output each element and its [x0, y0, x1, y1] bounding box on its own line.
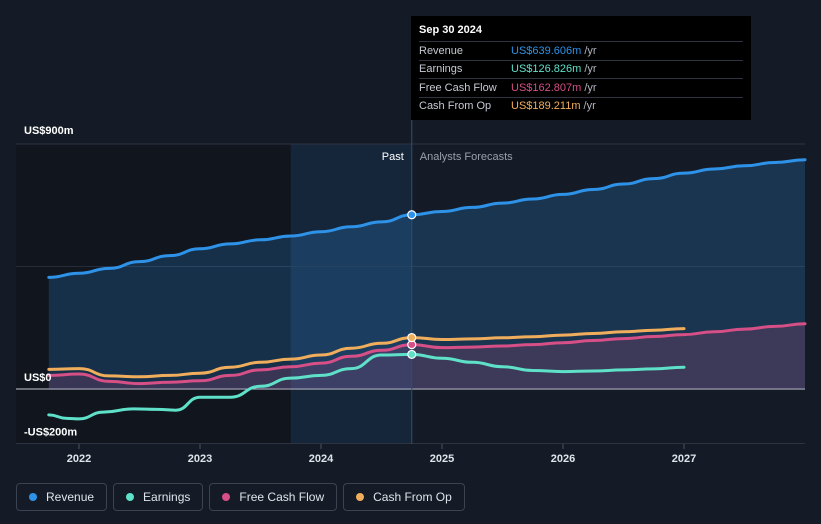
tooltip-row-free-cash-flow: Free Cash Flow US$162.807m /yr [419, 78, 743, 97]
tooltip-name: Free Cash Flow [419, 81, 497, 94]
legend-item-revenue[interactable]: Revenue [16, 483, 108, 511]
forecast-label: Analysts Forecasts [420, 151, 513, 163]
marker-earnings [407, 349, 417, 360]
legend-item-earnings[interactable]: Earnings [113, 483, 204, 511]
y-tick-label: -US$200m [24, 426, 77, 438]
legend-dot-icon [222, 493, 231, 501]
tooltip-value: US$126.826m [511, 63, 582, 76]
y-tick-label: US$0 [24, 372, 52, 384]
tooltip-row-earnings: Earnings US$126.826m /yr [419, 59, 743, 79]
x-tick-label: 2026 [551, 453, 575, 465]
tooltip-value: US$162.807m [511, 81, 582, 94]
x-tick-label: 2027 [672, 453, 696, 465]
line-earnings [47, 352, 686, 421]
tooltip-unit: /yr [584, 63, 597, 76]
tooltip-name: Revenue [419, 44, 464, 57]
tooltip-date: Sep 30 2024 [419, 24, 482, 36]
legend-dot-icon [356, 493, 365, 501]
legend: Revenue Earnings Free Cash Flow Cash Fro… [16, 483, 465, 511]
legend-item-free-cash-flow[interactable]: Free Cash Flow [209, 483, 338, 511]
line-revenue [47, 158, 807, 279]
x-tick-label: 2023 [188, 453, 212, 465]
tooltip-unit: /yr [583, 100, 596, 113]
line-free-cash-flow [47, 322, 807, 386]
tooltip-row-revenue: Revenue US$639.606m /yr [419, 41, 743, 60]
x-tick-label: 2025 [430, 453, 454, 465]
tooltip: Sep 30 2024 Revenue US$639.606m /yr Earn… [411, 16, 751, 120]
tooltip-value: US$639.606m [511, 44, 582, 57]
y-tick-label: US$900m [24, 125, 74, 137]
legend-label: Cash From Op [373, 490, 452, 504]
past-label: Past [382, 151, 404, 163]
legend-item-cash-from-op[interactable]: Cash From Op [343, 483, 465, 511]
tooltip-unit: /yr [584, 81, 597, 94]
line-cash-from-op [47, 327, 686, 379]
x-tick-label: 2024 [309, 453, 334, 465]
legend-label: Revenue [46, 490, 95, 504]
legend-dot-icon [126, 493, 135, 501]
hover-highlight-band [290, 144, 412, 444]
legend-label: Earnings [143, 490, 191, 504]
legend-label: Free Cash Flow [239, 490, 325, 504]
tooltip-row-cash-from-op: Cash From Op US$189.211m /yr [419, 96, 743, 116]
x-tick-label: 2022 [67, 453, 91, 465]
tooltip-value: US$189.211m [511, 100, 581, 113]
tooltip-name: Cash From Op [419, 100, 492, 113]
legend-dot-icon [29, 493, 37, 501]
marker-cash-from-op [407, 332, 417, 343]
marker-revenue [407, 210, 417, 220]
tooltip-unit: /yr [584, 44, 597, 57]
tooltip-name: Earnings [419, 63, 463, 76]
